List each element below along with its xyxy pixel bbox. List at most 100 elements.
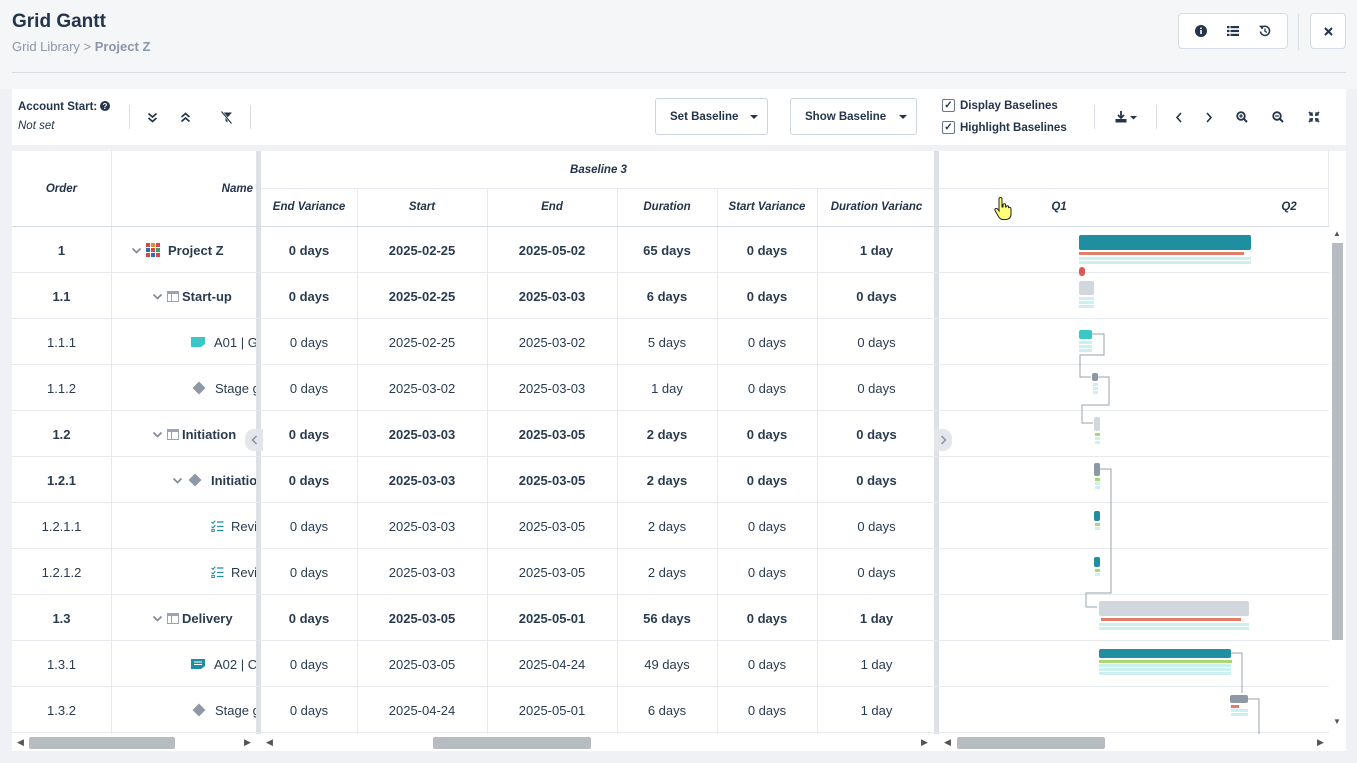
column-header-start[interactable]: Start: [408, 201, 436, 213]
gantt-bar-milestone[interactable]: [1094, 463, 1100, 476]
chevron-down-icon[interactable]: [152, 290, 163, 301]
display-baselines-checkbox[interactable]: ✓ Display Baselines: [942, 99, 1058, 112]
name-cell[interactable]: Project Z: [168, 242, 224, 258]
gantt-baseline-bar[interactable]: [1099, 623, 1249, 626]
scroll-right-icon[interactable]: ▶: [921, 737, 928, 747]
gantt-baseline-bar[interactable]: [1095, 441, 1100, 444]
gantt-bar-milestone[interactable]: [1230, 695, 1248, 703]
name-cell[interactable]: Initiation: [182, 426, 237, 442]
history-icon[interactable]: [1253, 19, 1277, 43]
gantt-baseline-bar[interactable]: [1093, 383, 1098, 386]
scroll-left-icon[interactable]: ◀: [17, 737, 24, 747]
gantt-baseline-bar[interactable]: [1095, 478, 1100, 481]
gantt-bar-phase[interactable]: [1079, 281, 1094, 295]
column-header-end-variance[interactable]: End Variance: [272, 201, 346, 213]
previous-icon[interactable]: [1169, 107, 1189, 127]
scroll-up-icon[interactable]: ▲: [1333, 229, 1341, 238]
gantt-baseline-bar[interactable]: [1079, 305, 1094, 308]
gantt-baseline-bar[interactable]: [1079, 252, 1244, 255]
gantt-baseline-bar[interactable]: [1095, 569, 1100, 572]
chevron-down-icon[interactable]: [172, 474, 183, 485]
gantt-baseline-bar[interactable]: [1101, 618, 1241, 621]
chevron-down-icon[interactable]: [131, 244, 142, 255]
gantt-baseline-bar[interactable]: [1079, 261, 1251, 264]
gantt-baseline-bar[interactable]: [1099, 664, 1231, 667]
vertical-scrollbar[interactable]: ▲ ▼: [1329, 227, 1346, 734]
gantt-bar-phase[interactable]: [1094, 417, 1100, 431]
column-header-name[interactable]: Name: [221, 182, 253, 195]
column-header-duration[interactable]: Duration: [643, 201, 691, 213]
name-cell[interactable]: A01 | Go: [214, 334, 256, 350]
scroll-left-icon[interactable]: ◀: [944, 737, 951, 747]
close-button[interactable]: [1310, 13, 1346, 49]
name-cell[interactable]: Stage g: [215, 380, 256, 396]
gantt-baseline-bar[interactable]: [1231, 713, 1248, 716]
gantt-baseline-bar[interactable]: [1095, 573, 1100, 576]
horizontal-scroll-thumb[interactable]: [29, 737, 175, 749]
gantt-bar-task[interactable]: [1094, 557, 1100, 567]
name-cell[interactable]: Delivery: [182, 610, 233, 626]
column-header-start-variance[interactable]: Start Variance: [728, 201, 806, 213]
export-dropdown[interactable]: [1110, 107, 1142, 127]
info-icon[interactable]: [1189, 19, 1213, 43]
set-baseline-dropdown[interactable]: Set Baseline: [655, 98, 768, 135]
gantt-bar-task[interactable]: [1099, 649, 1231, 658]
gantt-baseline-bar[interactable]: [1079, 297, 1094, 300]
gantt-bar-phase[interactable]: [1099, 601, 1249, 616]
column-header-duration-variance[interactable]: Duration Varianc: [830, 201, 923, 213]
name-cell[interactable]: Stage g: [215, 702, 256, 718]
highlight-baselines-checkbox[interactable]: ✓ Highlight Baselines: [942, 121, 1067, 134]
clear-filter-icon[interactable]: [216, 107, 236, 127]
horizontal-scrollbar-gantt[interactable]: ◀ ▶: [939, 734, 1329, 751]
gantt-baseline-bar[interactable]: [1095, 527, 1100, 530]
gantt-baseline-bar[interactable]: [1095, 523, 1100, 526]
name-cell[interactable]: Start-up: [182, 288, 232, 304]
gantt-baseline-bar[interactable]: [1095, 433, 1100, 436]
gantt-bar-task[interactable]: [1079, 330, 1092, 339]
gantt-baseline-bar[interactable]: [1099, 660, 1232, 663]
chevron-down-icon[interactable]: [152, 428, 163, 439]
show-baseline-dropdown[interactable]: Show Baseline: [790, 98, 917, 135]
scroll-down-icon[interactable]: ▼: [1333, 717, 1341, 726]
name-cell[interactable]: Revi: [231, 564, 256, 580]
gantt-baseline-bar[interactable]: [1079, 257, 1251, 260]
gantt-baseline-bar[interactable]: [1095, 482, 1100, 485]
gantt-baseline-bar[interactable]: [1079, 341, 1092, 344]
scroll-right-icon[interactable]: ▶: [1317, 737, 1324, 747]
gantt-bar-task[interactable]: [1094, 511, 1100, 521]
gantt-baseline-bar[interactable]: [1099, 627, 1249, 630]
horizontal-scrollbar-locked[interactable]: ◀ ▶: [12, 734, 256, 751]
help-icon[interactable]: ?: [100, 101, 111, 111]
zoom-in-icon[interactable]: [1232, 107, 1252, 127]
name-cell[interactable]: Revi: [231, 518, 256, 534]
vertical-scroll-thumb[interactable]: [1332, 243, 1343, 640]
horizontal-scrollbar-main[interactable]: ◀ ▶: [261, 734, 934, 751]
column-header-end[interactable]: End: [541, 201, 563, 213]
gantt-baseline-bar[interactable]: [1099, 668, 1231, 671]
fit-to-screen-icon[interactable]: [1304, 107, 1324, 127]
gantt-baseline-bar[interactable]: [1231, 709, 1248, 712]
gantt-baseline-bar[interactable]: [1095, 437, 1100, 440]
gantt-bar-milestone[interactable]: [1092, 373, 1098, 381]
gantt-baseline-bar[interactable]: [1093, 387, 1098, 390]
gantt-baseline-bar[interactable]: [1079, 301, 1094, 304]
expand-all-icon[interactable]: [142, 107, 162, 127]
collapse-all-icon[interactable]: [175, 107, 195, 127]
name-cell[interactable]: A02 | C: [214, 656, 256, 672]
chevron-down-icon[interactable]: [152, 612, 163, 623]
horizontal-scroll-thumb[interactable]: [957, 737, 1105, 749]
scroll-left-icon[interactable]: ◀: [266, 737, 273, 747]
gantt-baseline-bar[interactable]: [1099, 672, 1231, 675]
gantt-baseline-bar[interactable]: [1231, 705, 1239, 708]
collapse-pane-left-icon[interactable]: [245, 429, 263, 451]
gantt-baseline-bar[interactable]: [1079, 349, 1092, 352]
next-icon[interactable]: [1199, 107, 1219, 127]
column-header-order[interactable]: Order: [45, 182, 78, 195]
scroll-right-icon[interactable]: ▶: [244, 737, 251, 747]
breadcrumb-root[interactable]: Grid Library: [12, 39, 80, 54]
gantt-baseline-bar[interactable]: [1095, 486, 1100, 489]
gantt-baseline-bar[interactable]: [1079, 345, 1092, 348]
list-icon[interactable]: [1221, 19, 1245, 43]
name-cell[interactable]: Initiatio: [211, 472, 256, 488]
gantt-bar-project[interactable]: [1079, 235, 1251, 250]
